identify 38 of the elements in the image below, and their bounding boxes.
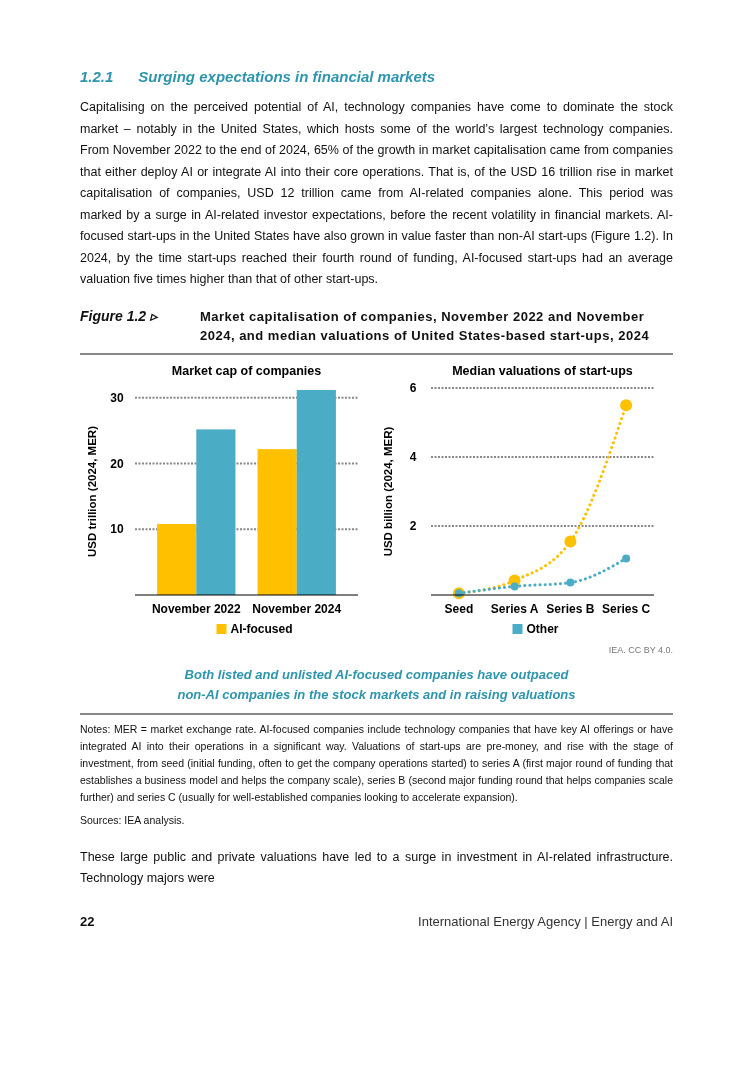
y-tick-label: 6: [409, 380, 417, 395]
y-tick-label: 2: [409, 518, 417, 533]
text: Notes: MER = market exchange rate. AI-focused companies include technology companies that have key AI offerings or have integrated AI into their operations in a significant way. Valuations of start-ups are pre-money, and rise with the stage of investment, from seed (initial funding, often to get the company operations started) to series A (first major round of funding that establishes a business model and helps the company scale), series B (second major funding round that helps companies scale further) and series C (usually for well-established companies looking to accelerate expansion).: [80, 721, 673, 805]
bar: [257, 448, 297, 595]
y-tick-label: 10: [110, 521, 124, 536]
y-axis-title: USD billion (2024, MER): [382, 425, 394, 556]
y-tick-label: 30: [110, 390, 124, 405]
x-tick-label: Seed: [444, 601, 474, 616]
x-tick-label: November 2022: [151, 601, 241, 616]
legend-label: Other: [526, 621, 559, 636]
y-tick-label: 4: [409, 449, 417, 464]
text: Capitalising on the perceived potential of AI, technology companies have come to dominate the stock market – notably in the United States, which hosts some of the world’s largest technology companies. From November 2022 to the end of 2024, 65% of the growth in market capitalisation came from companies that either deploy AI or integrate AI into their core operations. That is, of the USD 16 trillion rise in market capitalisation of companies, USD 12 trillion came from AI-related companies alone. This period was marked by a surge in AI-related investor expectations, before the recent volatility in financial markets. AI-focused start-ups in the United States have also grown in value faster than non-AI start-ups (Figure 1.2). In 2024, by the time start-ups reached their fourth round of funding, AI-focused start-ups had an average valuation five times higher than that of other start-ups.: [80, 100, 673, 286]
point: [510, 581, 519, 590]
x-tick-label: November 2024: [252, 601, 342, 616]
y-axis-title: USD trillion (2024, MER): [86, 425, 98, 557]
text: 1.2.1 Surging expectations in financial markets: [80, 68, 437, 85]
source-note: Sources: IEA analysis.: [80, 812, 186, 828]
bar: [196, 428, 236, 595]
y-tick-label: 20: [110, 456, 124, 471]
legend-label: AI-focused: [230, 621, 293, 636]
text: Both listed and unlisted AI-focused companies have outpaced non-AI companies in the stock markets and in raising valuations: [176, 665, 577, 704]
text: International Energy Agency | Energy and AI: [418, 913, 673, 929]
point: [566, 578, 575, 587]
x-tick-label: Series C: [602, 601, 651, 616]
point: [620, 398, 633, 411]
bar: [157, 523, 197, 595]
chart-title: Median valuations of start-ups: [452, 363, 633, 378]
text: Market capitalisation of companies, November 2022 and November 2024, and median valuations of United States-based start-ups, 2024: [200, 307, 650, 345]
text: These large public and private valuations have led to a surge in investment in AI-related infrastructure. Technology majors were: [80, 848, 673, 887]
point: [564, 535, 577, 548]
bar: [296, 389, 336, 595]
point: [622, 553, 631, 562]
text: IEA. CC BY 4.0.: [607, 644, 673, 655]
x-tick-label: Series A: [490, 601, 539, 616]
text: 22: [80, 913, 95, 929]
chart-title: Market cap of companies: [171, 363, 322, 378]
x-tick-label: Series B: [546, 601, 595, 616]
caption: Figure 1.2 ▹: [80, 306, 159, 326]
